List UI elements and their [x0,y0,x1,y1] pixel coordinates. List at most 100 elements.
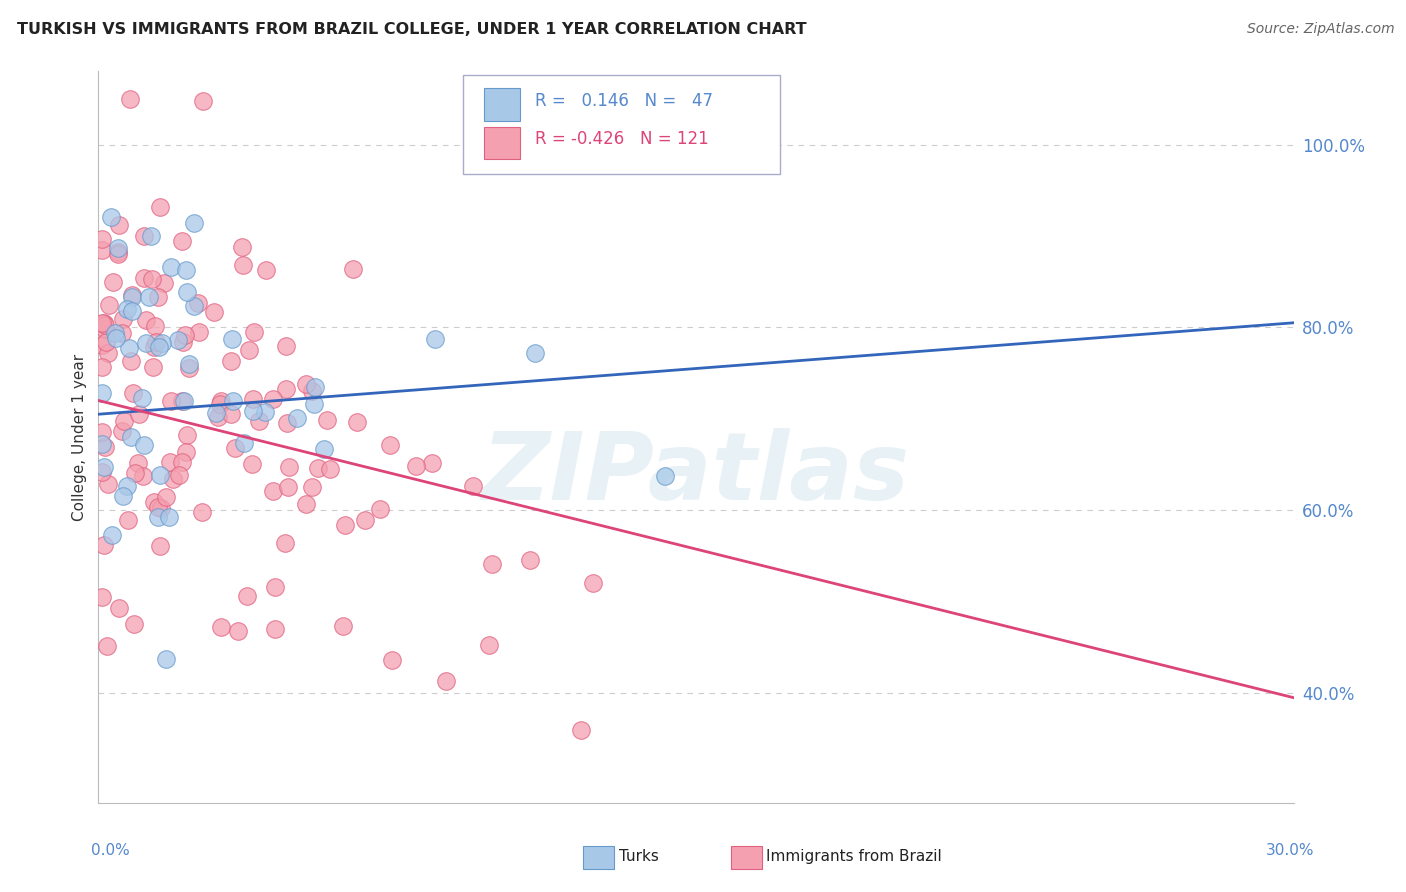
Point [232,258,254,272]
Point [238,343,260,358]
Point [208,397,231,411]
Text: 0.0%: 0.0% [91,843,131,858]
Point [142,359,165,374]
Point [160,394,183,409]
Point [111,424,134,438]
Point [183,299,205,313]
Point [91,243,114,257]
Point [332,619,354,633]
Point [307,461,329,475]
Point [342,262,364,277]
Point [94,318,117,332]
Point [294,497,316,511]
Point [434,673,457,688]
Point [93,459,115,474]
Point [101,528,124,542]
Point [104,326,127,340]
Point [97,477,120,491]
Point [145,334,167,349]
Point [179,360,201,375]
Point [368,502,391,516]
Point [162,472,184,486]
Point [276,416,298,430]
Point [122,385,145,400]
Point [191,505,214,519]
Point [207,409,229,424]
Text: TURKISH VS IMMIGRANTS FROM BRAZIL COLLEGE, UNDER 1 YEAR CORRELATION CHART: TURKISH VS IMMIGRANTS FROM BRAZIL COLLEG… [17,22,807,37]
Point [132,271,155,285]
Point [108,218,131,232]
Point [209,394,232,409]
FancyBboxPatch shape [485,87,520,120]
Point [91,437,114,451]
Point [247,414,270,428]
Point [524,346,547,360]
Point [263,622,285,636]
Point [405,458,427,473]
Point [519,552,541,566]
Point [191,94,214,108]
Point [256,263,278,277]
Point [569,723,592,737]
Point [179,357,201,371]
Point [135,336,157,351]
Point [110,326,132,340]
Point [176,263,198,277]
Point [135,313,157,327]
Point [112,490,135,504]
Point [187,326,209,340]
Point [221,407,243,421]
Point [142,495,165,509]
Point [149,200,172,214]
Point [378,438,401,452]
Point [132,469,155,483]
Point [285,410,308,425]
Point [146,290,169,304]
Point [202,305,225,319]
Point [167,468,190,483]
Point [141,272,163,286]
Point [127,456,149,470]
Point [242,403,264,417]
Point [149,468,172,483]
Point [146,500,169,514]
Point [274,536,297,550]
Point [166,333,188,347]
Text: Turks: Turks [619,849,658,863]
Point [478,639,501,653]
Point [149,501,172,516]
Point [112,312,135,326]
Point [112,414,135,428]
Point [94,334,117,349]
Point [148,340,170,354]
Point [121,304,143,318]
Point [117,512,139,526]
Point [149,539,172,553]
Point [420,456,443,470]
Point [463,479,485,493]
Point [148,509,170,524]
Point [155,490,177,504]
Point [121,290,143,304]
Point [138,290,160,304]
Point [117,478,139,492]
Point [314,442,336,456]
Point [143,340,166,354]
Point [278,460,301,475]
Point [139,229,162,244]
Point [174,327,197,342]
Point [124,466,146,480]
Point [172,234,194,248]
Point [107,246,129,260]
Point [91,590,114,604]
Point [97,298,120,312]
Point [302,397,325,411]
Text: Immigrants from Brazil: Immigrants from Brazil [766,849,942,863]
Point [93,538,115,552]
Point [295,376,318,391]
Point [91,231,114,245]
Point [262,483,284,498]
Point [224,441,246,455]
Point [143,318,166,333]
Point [209,620,232,634]
